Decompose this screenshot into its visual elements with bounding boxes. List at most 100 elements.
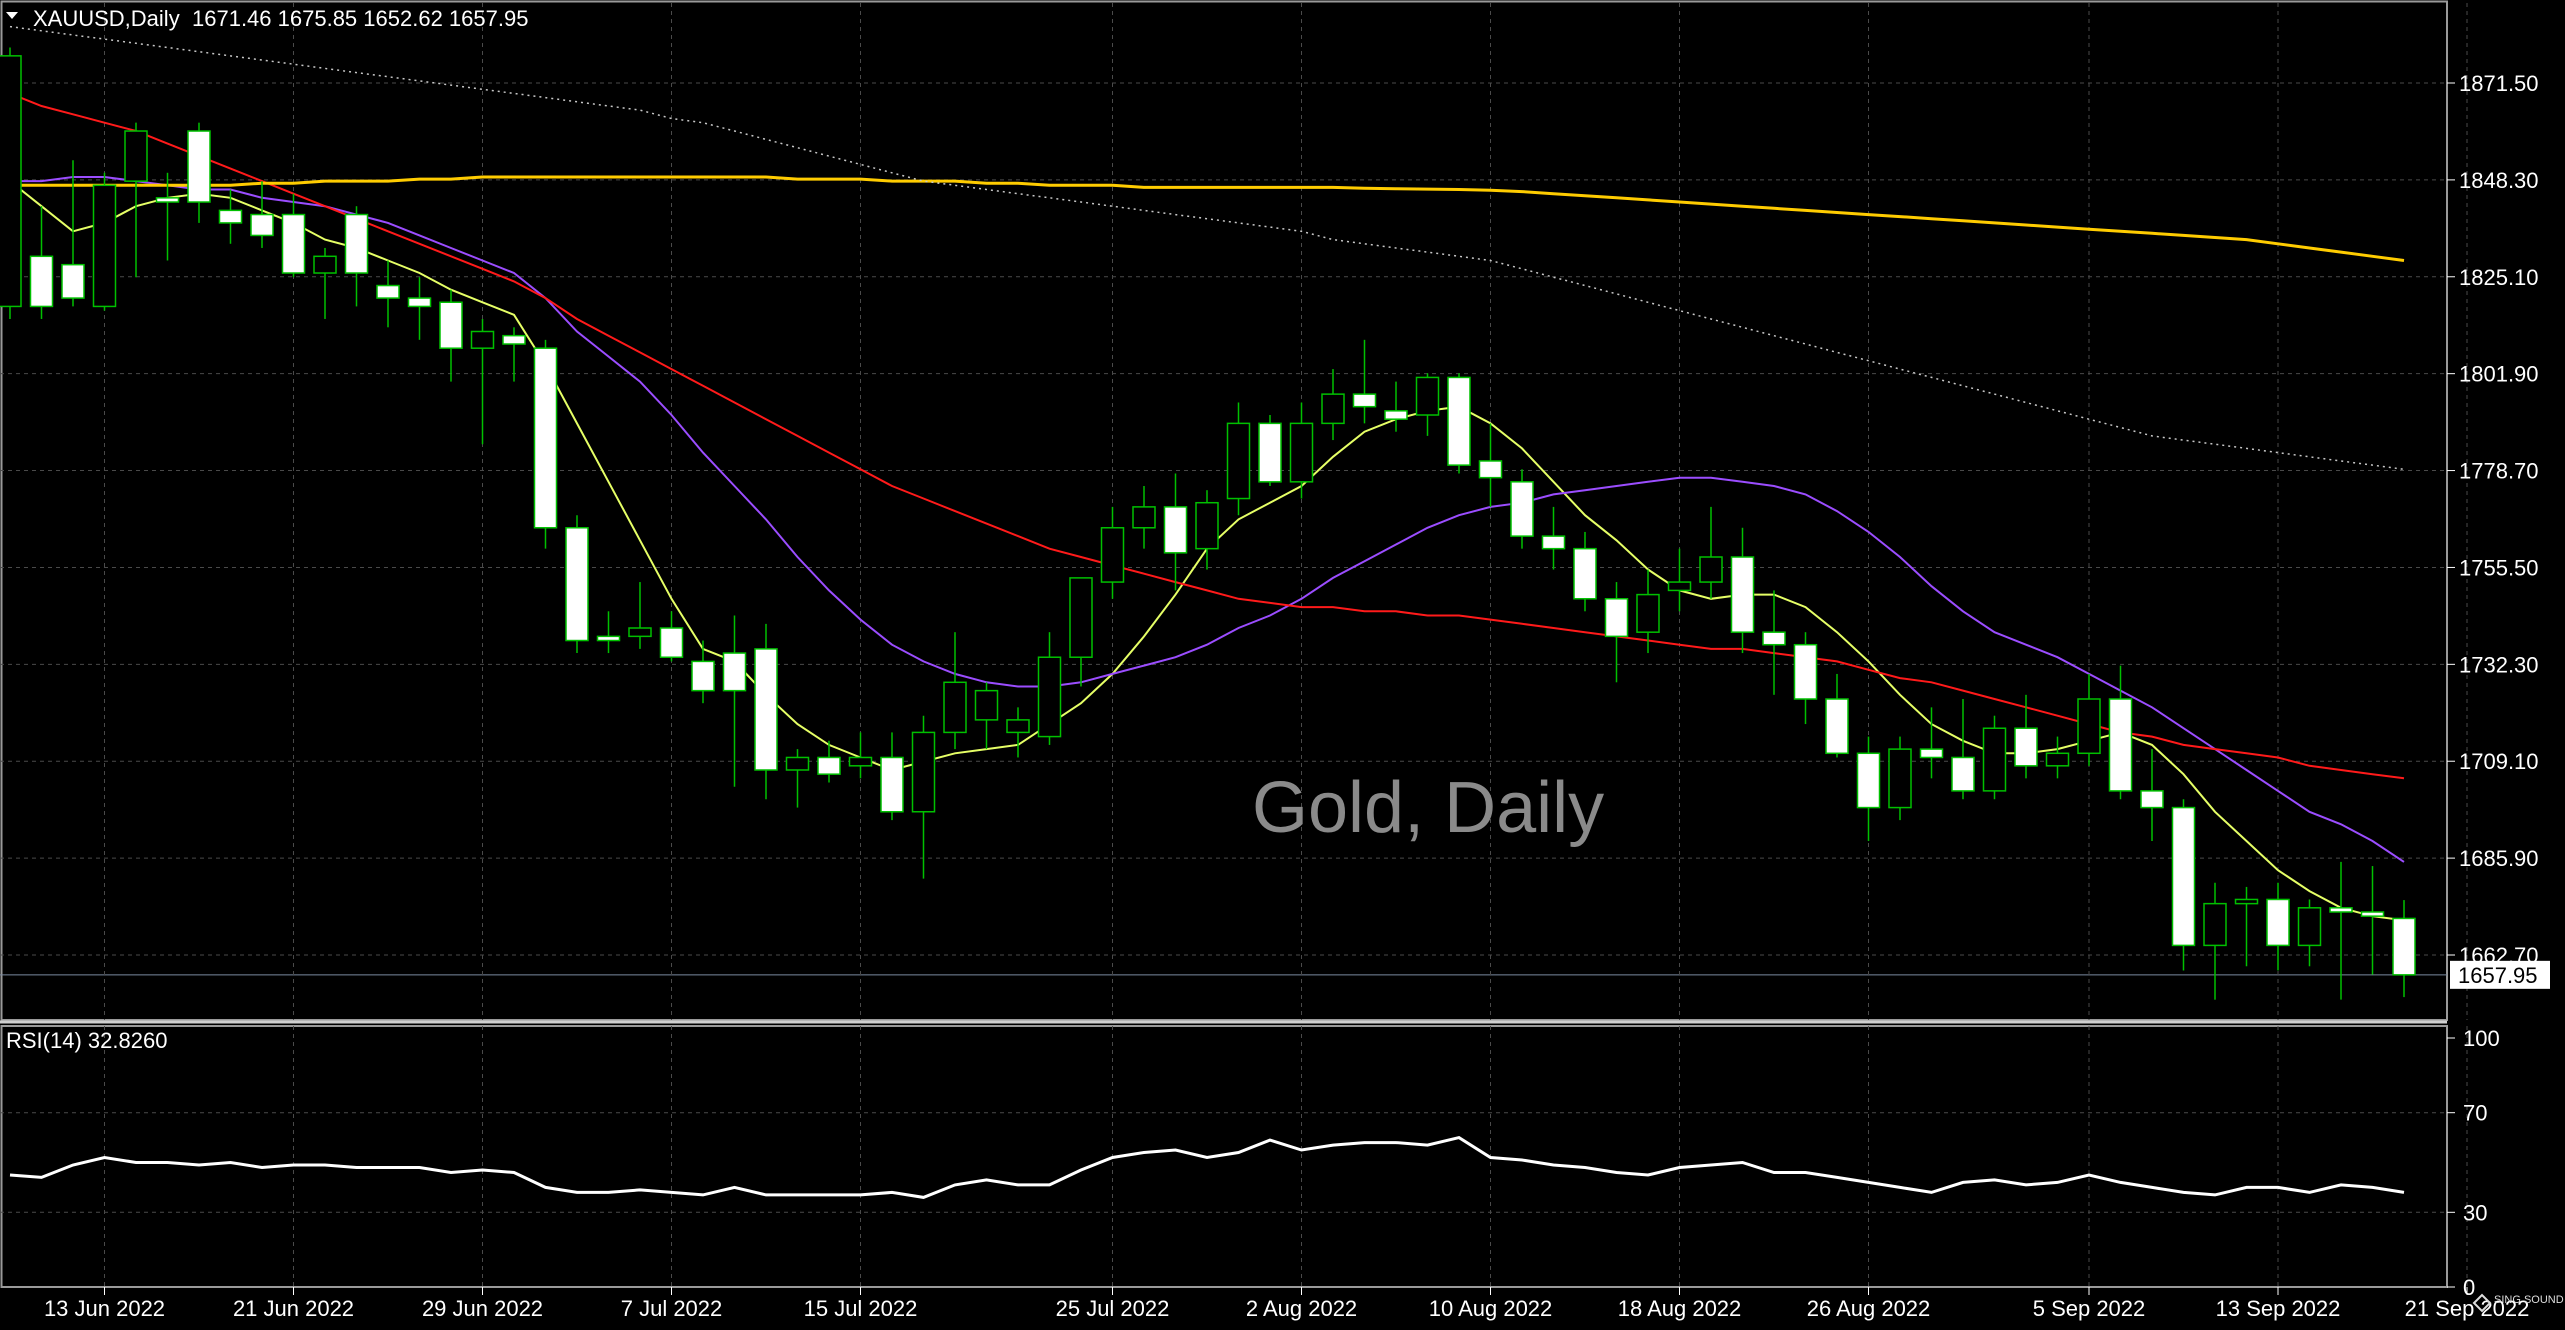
candle[interactable] xyxy=(1478,423,1503,507)
rsi-indicator[interactable] xyxy=(9,1135,2405,1199)
candle[interactable] xyxy=(124,122,148,278)
candle[interactable] xyxy=(1163,473,1188,591)
candle-body-bear xyxy=(754,648,778,771)
candle[interactable] xyxy=(439,289,463,382)
symbol-dropdown-icon[interactable] xyxy=(6,12,18,19)
candle[interactable] xyxy=(974,682,999,750)
candle[interactable] xyxy=(407,277,432,340)
candle[interactable] xyxy=(2329,861,2353,1000)
candle[interactable] xyxy=(218,189,243,244)
candle[interactable] xyxy=(2171,799,2196,971)
candle-body-bull xyxy=(1982,727,2007,792)
candle-body-bull xyxy=(848,756,873,767)
candle[interactable] xyxy=(659,611,684,662)
candle[interactable] xyxy=(1888,736,1912,821)
candle[interactable] xyxy=(2014,694,2038,779)
candle[interactable] xyxy=(722,615,747,787)
candle[interactable] xyxy=(1541,506,1566,570)
candle[interactable] xyxy=(1982,715,2007,800)
candle[interactable] xyxy=(502,327,526,382)
candle[interactable] xyxy=(281,193,306,278)
candle[interactable] xyxy=(1793,632,1818,725)
candle[interactable] xyxy=(1100,506,1125,599)
candle[interactable] xyxy=(1447,373,1471,474)
rsi-tick-label: 0 xyxy=(2463,1275,2475,1300)
candle[interactable] xyxy=(1415,373,1440,436)
candle[interactable] xyxy=(817,740,841,783)
candle[interactable] xyxy=(1321,369,1345,441)
candle[interactable] xyxy=(1352,339,1377,424)
candle[interactable] xyxy=(1573,531,1597,612)
candle-body-bull xyxy=(2297,907,2322,947)
symbol-label[interactable]: XAUUSD,Daily xyxy=(33,6,180,31)
candle[interactable] xyxy=(1258,415,1282,487)
candle[interactable] xyxy=(1919,707,1944,779)
candle[interactable] xyxy=(376,260,400,328)
candle-body-bear xyxy=(2108,698,2133,792)
candle[interactable] xyxy=(1699,506,1723,599)
candle[interactable] xyxy=(250,181,274,248)
price-tick-label: 1778.70 xyxy=(2459,459,2539,484)
candle-body-bear xyxy=(1951,756,1975,792)
candle[interactable] xyxy=(470,318,495,445)
candle-body-bear xyxy=(2329,907,2353,913)
candle[interactable] xyxy=(313,247,337,319)
candle[interactable] xyxy=(2108,665,2133,800)
candle[interactable] xyxy=(785,749,810,808)
candle[interactable] xyxy=(880,732,904,821)
candle[interactable] xyxy=(1195,490,1219,570)
price-tick-label: 1755.50 xyxy=(2459,555,2539,580)
candle-body-bear xyxy=(1793,643,1818,700)
candle[interactable] xyxy=(754,623,778,800)
candle[interactable] xyxy=(1825,673,1849,758)
candle-body-bear xyxy=(1447,376,1471,466)
candle[interactable] xyxy=(1604,582,1629,683)
candle[interactable] xyxy=(691,640,715,704)
candle-body-bear xyxy=(187,130,211,203)
candle[interactable] xyxy=(2392,900,2416,998)
date-tick-label: 21 Sep 2022 xyxy=(2405,1296,2530,1321)
candle[interactable] xyxy=(2077,673,2101,766)
date-tick-label: 15 Jul 2022 xyxy=(804,1296,918,1321)
candle[interactable] xyxy=(1951,698,1975,800)
candle[interactable] xyxy=(2297,899,2322,967)
candle[interactable] xyxy=(533,339,558,549)
candle[interactable] xyxy=(2234,886,2259,967)
candle[interactable] xyxy=(2266,882,2290,971)
candle[interactable] xyxy=(1226,402,1251,516)
candle[interactable] xyxy=(155,172,180,261)
candle[interactable] xyxy=(29,206,54,319)
candle[interactable] xyxy=(61,160,85,307)
candle[interactable] xyxy=(2360,866,2385,975)
candle[interactable] xyxy=(2045,736,2070,779)
candle[interactable] xyxy=(1006,707,1030,758)
candle[interactable] xyxy=(1636,569,1660,654)
candle[interactable] xyxy=(1289,402,1314,499)
candle[interactable] xyxy=(1384,381,1408,432)
candle[interactable] xyxy=(1667,548,1692,612)
candle-body-bull xyxy=(2234,898,2259,905)
candle[interactable] xyxy=(596,611,621,654)
candle[interactable] xyxy=(92,172,117,311)
candle[interactable] xyxy=(1132,486,1156,549)
candle[interactable] xyxy=(1037,632,1062,745)
candle-body-bear xyxy=(1478,460,1503,479)
candles[interactable] xyxy=(0,47,2416,1000)
candle[interactable] xyxy=(911,715,936,879)
candle[interactable] xyxy=(1510,469,1534,549)
candle[interactable] xyxy=(848,732,873,779)
candle[interactable] xyxy=(628,582,652,649)
candle[interactable] xyxy=(943,632,967,750)
candle[interactable] xyxy=(344,206,369,307)
candle[interactable] xyxy=(1762,590,1786,695)
candle[interactable] xyxy=(2140,749,2164,841)
candle[interactable] xyxy=(2203,882,2227,1000)
candle[interactable] xyxy=(565,515,589,654)
candle[interactable] xyxy=(1730,527,1755,654)
candle[interactable] xyxy=(0,47,22,319)
candle[interactable] xyxy=(1856,736,1881,841)
candle[interactable] xyxy=(1069,577,1093,687)
candle[interactable] xyxy=(187,122,211,223)
